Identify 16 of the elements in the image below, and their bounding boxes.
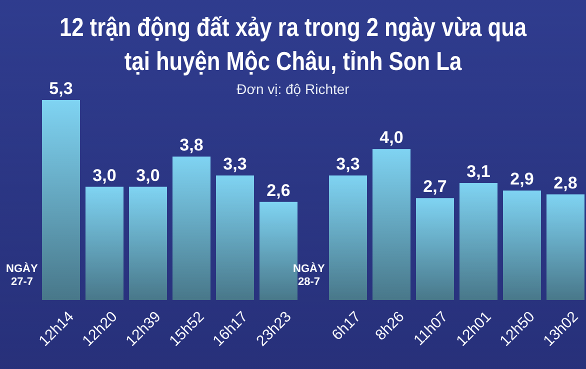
chart-title: 12 trận động đất xảy ra trong 2 ngày vừa qua tại huyện Mộc Châu, tỉnh Son La xyxy=(59,13,528,76)
data-label: 4,0 xyxy=(380,128,404,148)
data-label: 2,6 xyxy=(266,180,290,200)
data-label: 2,9 xyxy=(510,170,534,189)
data-label: 5,3 xyxy=(49,79,73,98)
data-label: 3,3 xyxy=(336,154,360,174)
annotation: NGÀY 27-7 xyxy=(6,262,38,288)
data-label: 3,3 xyxy=(223,154,247,174)
annotation: NGÀY 28-7 xyxy=(293,262,326,288)
data-label: 3,0 xyxy=(92,166,116,185)
data-label: 3,1 xyxy=(466,162,490,182)
data-label: 3,8 xyxy=(180,136,204,155)
chart-subtitle: Đơn vị: độ Richter xyxy=(236,81,350,97)
data-label: 3,0 xyxy=(136,166,160,185)
data-label: 2,8 xyxy=(554,173,578,192)
data-label: 2,7 xyxy=(423,177,447,196)
